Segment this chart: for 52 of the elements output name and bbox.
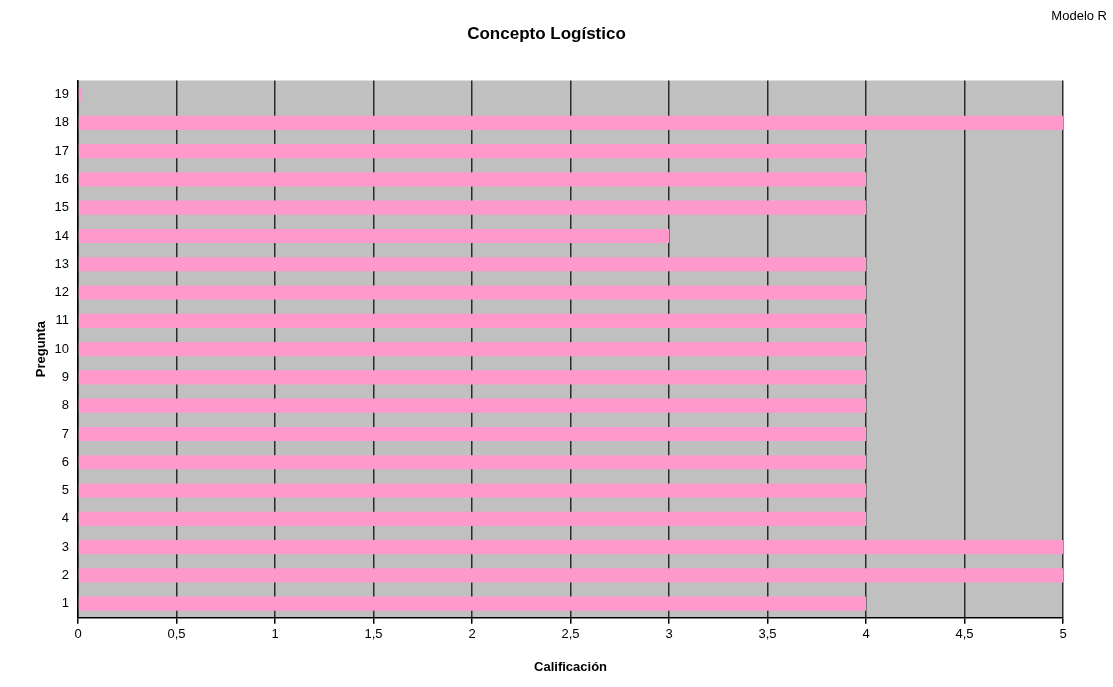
y-tick-label: 5 xyxy=(61,482,70,498)
x-tick-label: 0 xyxy=(74,626,82,642)
y-tick-label: 15 xyxy=(54,199,70,215)
bar xyxy=(78,342,867,357)
y-tick-label: 12 xyxy=(54,284,70,300)
chart-title: Concepto Logístico xyxy=(467,23,626,43)
y-tick-label: 4 xyxy=(61,510,70,526)
bar xyxy=(78,596,867,611)
text: Modelo R xyxy=(1051,8,1107,23)
y-tick-label: 18 xyxy=(54,114,70,130)
x-axis-title: Calificación xyxy=(534,658,608,674)
y-axis-title: Pregunta xyxy=(33,320,49,378)
y-tick-label: 16 xyxy=(54,170,70,186)
y-tick-label: 13 xyxy=(54,255,70,271)
bar xyxy=(78,115,1063,130)
bar xyxy=(78,228,670,244)
bar xyxy=(78,285,867,300)
x-tick-label: 3,5 xyxy=(758,626,777,642)
y-tick-label: 19 xyxy=(54,86,70,102)
bar xyxy=(78,370,867,385)
x-tick-label: 4,5 xyxy=(955,626,974,642)
bar xyxy=(78,313,867,328)
x-tick-label: 5 xyxy=(1059,626,1067,642)
y-tick-label: 9 xyxy=(61,368,70,384)
y-tick-label: 7 xyxy=(61,425,70,441)
bar xyxy=(78,568,1063,583)
bar xyxy=(78,398,867,413)
bar xyxy=(78,172,867,187)
y-tick-label: 8 xyxy=(61,397,70,413)
y-tick-label: 6 xyxy=(61,453,70,469)
bar xyxy=(78,540,1063,555)
bar xyxy=(78,200,867,215)
bar xyxy=(78,426,867,442)
bar xyxy=(78,455,867,470)
x-tick-label: 2,5 xyxy=(561,626,580,642)
y-tick-label: 3 xyxy=(61,538,70,554)
x-tick-label: 1 xyxy=(271,626,279,642)
x-tick-label: 4 xyxy=(862,626,870,642)
y-tick-label: 14 xyxy=(54,227,70,243)
x-tick-label: 2 xyxy=(468,626,476,642)
bar xyxy=(78,144,867,159)
x-tick-label: 0,5 xyxy=(167,626,186,642)
y-tick-label: 17 xyxy=(54,142,70,158)
y-tick-label: 10 xyxy=(54,340,70,356)
y-tick-label: 2 xyxy=(61,566,70,582)
y-tick-label: 1 xyxy=(61,595,70,611)
x-tick-label: 3 xyxy=(665,626,673,642)
y-tick-label: 11 xyxy=(55,312,70,328)
bar xyxy=(78,257,867,272)
bar xyxy=(78,483,867,498)
x-tick-label: 1,5 xyxy=(364,626,383,642)
bar xyxy=(78,511,867,526)
